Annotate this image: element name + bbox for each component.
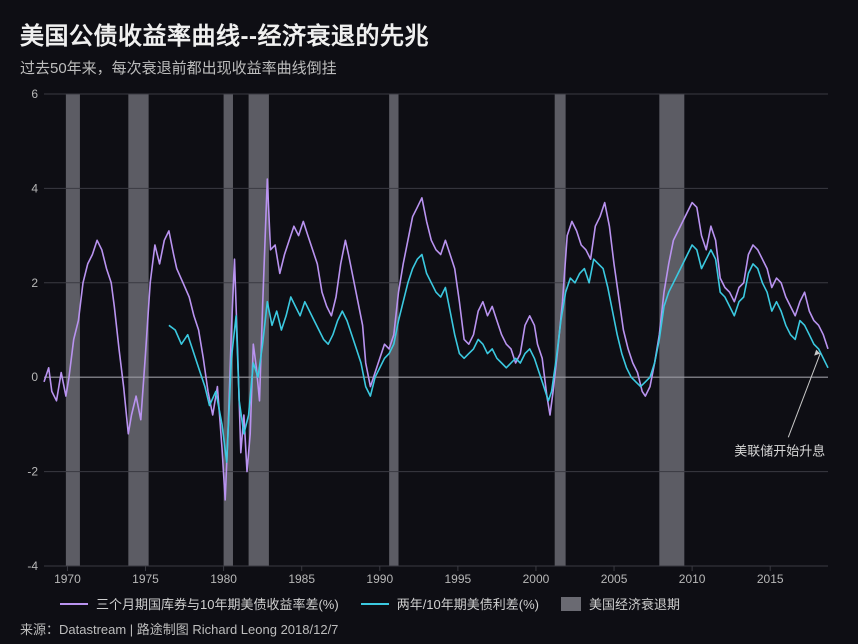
svg-text:1970: 1970: [54, 572, 81, 586]
legend-swatch-series2: [361, 603, 389, 605]
chart-plot-area: -4 -2 0 2 4 6 1970 1975 1980 1985 1990 1995 2000 2005…: [20, 88, 838, 588]
svg-text:美联储开始升息: 美联储开始升息: [734, 443, 825, 458]
legend-label-series2: 两年/10年期美债利差(%): [397, 594, 539, 613]
svg-text:1995: 1995: [445, 572, 472, 586]
svg-text:2000: 2000: [523, 572, 550, 586]
chart-legend: 三个月期国库券与10年期美债收益率差(%) 两年/10年期美债利差(%) 美国经…: [20, 594, 838, 613]
legend-label-series1: 三个月期国库券与10年期美债收益率差(%): [96, 594, 339, 613]
chart-svg: -4 -2 0 2 4 6 1970 1975 1980 1985 1990 1995 2000 2005…: [20, 88, 838, 588]
svg-text:2005: 2005: [601, 572, 628, 586]
svg-text:1985: 1985: [288, 572, 315, 586]
legend-swatch-recession: [561, 597, 581, 611]
svg-text:1990: 1990: [366, 572, 393, 586]
svg-text:-2: -2: [27, 465, 38, 479]
svg-text:1975: 1975: [132, 572, 159, 586]
legend-item-recession: 美国经济衰退期: [561, 594, 680, 613]
chart-title: 美国公债收益率曲线--经济衰退的先兆: [20, 16, 838, 51]
svg-text:2015: 2015: [757, 572, 784, 586]
svg-text:2010: 2010: [679, 572, 706, 586]
chart-source: 来源：Datastream | 路途制图 Richard Leong 2018/…: [20, 619, 838, 638]
legend-item-series2: 两年/10年期美债利差(%): [361, 594, 539, 613]
chart-subtitle: 过去50年来，每次衰退前都出现收益率曲线倒挂: [20, 57, 838, 78]
svg-text:-4: -4: [27, 559, 38, 573]
legend-swatch-series1: [60, 603, 88, 605]
legend-item-series1: 三个月期国库券与10年期美债收益率差(%): [60, 594, 339, 613]
svg-text:2: 2: [31, 276, 38, 290]
svg-text:4: 4: [31, 181, 38, 195]
svg-text:6: 6: [31, 88, 38, 101]
chart-container: 美国公债收益率曲线--经济衰退的先兆 过去50年来，每次衰退前都出现收益率曲线倒…: [0, 0, 858, 644]
svg-text:1980: 1980: [210, 572, 237, 586]
svg-text:0: 0: [31, 370, 38, 384]
legend-label-recession: 美国经济衰退期: [589, 594, 680, 613]
